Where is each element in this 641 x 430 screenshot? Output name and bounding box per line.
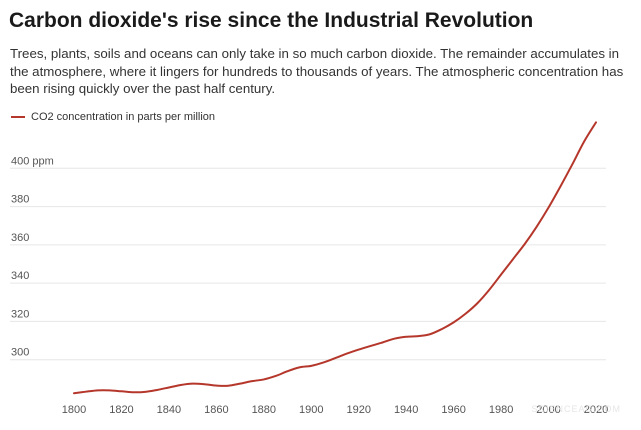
data-point-1835	[156, 389, 158, 391]
data-point-1935	[394, 338, 396, 340]
chart-title: Carbon dioxide's rise since the Industri…	[9, 9, 534, 32]
data-point-1980	[500, 274, 502, 276]
data-point-2010	[571, 164, 573, 166]
data-point-1850	[192, 383, 194, 385]
data-point-2020	[595, 122, 597, 124]
y-tick-label-340: 340	[11, 270, 29, 282]
data-point-1800	[73, 392, 75, 394]
x-tick-label-1920: 1920	[346, 404, 370, 416]
data-point-1895	[299, 367, 301, 369]
data-point-2005	[560, 186, 562, 188]
x-tick-label-2000: 2000	[536, 404, 560, 416]
legend: CO2 concentration in parts per million	[11, 111, 215, 123]
y-tick-label-320: 320	[11, 308, 29, 320]
data-point-1865	[227, 385, 229, 387]
data-point-1860	[216, 385, 218, 387]
data-point-1905	[322, 362, 324, 364]
data-point-1885	[275, 375, 277, 377]
data-point-1805	[85, 391, 87, 393]
data-point-1925	[370, 345, 372, 347]
y-tick-label-400: 400 ppm	[11, 155, 54, 167]
data-point-1950	[429, 333, 431, 335]
x-tick-label-1940: 1940	[394, 404, 418, 416]
data-point-1955	[441, 328, 443, 330]
data-point-1875	[251, 380, 253, 382]
data-point-1840	[168, 387, 170, 389]
data-point-1890	[287, 370, 289, 372]
x-tick-label-1800: 1800	[62, 404, 86, 416]
data-point-1870	[239, 383, 241, 385]
data-point-1990	[524, 243, 526, 245]
x-tick-label-2020: 2020	[584, 404, 608, 416]
x-tick-label-1840: 1840	[157, 404, 181, 416]
x-tick-label-1960: 1960	[441, 404, 465, 416]
data-point-1975	[488, 289, 490, 291]
data-point-1830	[144, 391, 146, 393]
chart-subtitle: Trees, plants, soils and oceans can only…	[10, 46, 624, 96]
data-point-1965	[465, 313, 467, 315]
data-point-2015	[583, 141, 585, 143]
data-point-1985	[512, 258, 514, 260]
series	[73, 121, 597, 395]
data-point-1815	[109, 390, 111, 392]
data-point-1820	[121, 391, 123, 393]
gridlines	[10, 167, 606, 361]
data-point-1845	[180, 384, 182, 386]
data-point-1855	[204, 383, 206, 385]
x-tick-label-1900: 1900	[299, 404, 323, 416]
data-point-1995	[536, 226, 538, 228]
y-tick-label-300: 300	[11, 347, 29, 359]
x-tick-label-1880: 1880	[252, 404, 276, 416]
axes: 300 320 340 360 380 400 ppm 1800 1820 1840 1860 18…	[11, 155, 608, 416]
data-point-1960	[453, 322, 455, 324]
data-point-1880	[263, 379, 265, 381]
y-tick-label-360: 360	[11, 232, 29, 244]
series-line-0	[73, 121, 597, 395]
data-point-1910	[334, 357, 336, 359]
legend-line-swatch	[11, 116, 25, 118]
y-tick-label-380: 380	[11, 194, 29, 206]
data-point-1810	[97, 390, 99, 392]
data-point-2000	[548, 207, 550, 209]
x-tick-label-1820: 1820	[109, 404, 133, 416]
data-point-1970	[477, 302, 479, 304]
data-point-1825	[133, 391, 135, 393]
data-point-1940	[405, 336, 407, 338]
watermark: SCIENCEAG.COM	[531, 404, 621, 414]
x-tick-label-1980: 1980	[489, 404, 513, 416]
data-point-1945	[417, 335, 419, 337]
data-point-1915	[346, 353, 348, 355]
legend-label: CO2 concentration in parts per million	[31, 111, 216, 123]
data-point-1930	[382, 342, 384, 344]
data-point-1900	[310, 365, 312, 367]
data-point-1920	[358, 349, 360, 351]
x-tick-label-1860: 1860	[204, 404, 228, 416]
